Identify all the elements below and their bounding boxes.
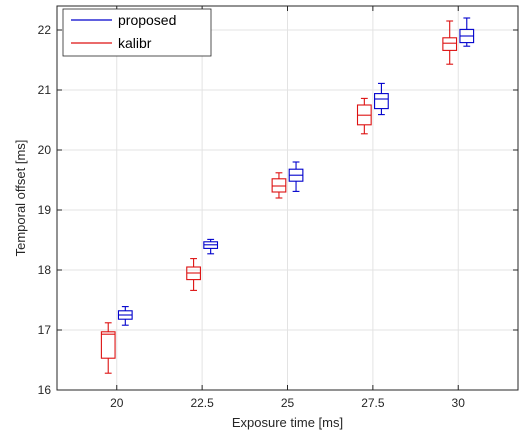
y-tick-label: 20 [38,143,52,157]
legend-box [62,8,212,57]
boxes [100,17,475,374]
grid [57,6,518,391]
box-proposed [288,161,304,192]
box-proposed [374,82,389,116]
y-tick-label: 18 [38,263,52,277]
y-tick-label: 17 [38,323,52,337]
x-tick-label: 27.5 [361,396,385,410]
y-tick-label: 22 [38,23,52,37]
legend-label-kalibr: kalibr [118,35,152,51]
box-kalibr [271,172,287,199]
iqr-box [374,93,389,110]
y-axis-label: Temporal offset [ms] [13,140,28,257]
x-tick-label: 22.5 [190,396,214,410]
box-proposed [459,17,475,47]
legend-label-proposed: proposed [118,12,176,28]
iqr-box [271,178,287,193]
iqr-box [100,331,116,359]
ticks: 16 17 18 19 20 21 22 20 22.5 25 27.5 30 [38,6,518,410]
iqr-box [442,37,458,51]
box-proposed [117,306,133,326]
box-kalibr [356,97,372,135]
box-kalibr [186,258,201,291]
y-tick-label: 19 [38,203,52,217]
x-tick-label: 25 [281,396,295,410]
y-tick-label: 16 [38,383,52,397]
x-tick-label: 30 [452,396,466,410]
y-tick-label: 21 [38,83,52,97]
box-proposed [203,238,219,255]
box-kalibr [442,20,458,65]
x-axis-label: Exposure time [ms] [232,415,343,430]
legend: proposed kalibr [62,8,212,57]
box-kalibr [100,322,116,374]
x-tick-label: 20 [110,396,124,410]
